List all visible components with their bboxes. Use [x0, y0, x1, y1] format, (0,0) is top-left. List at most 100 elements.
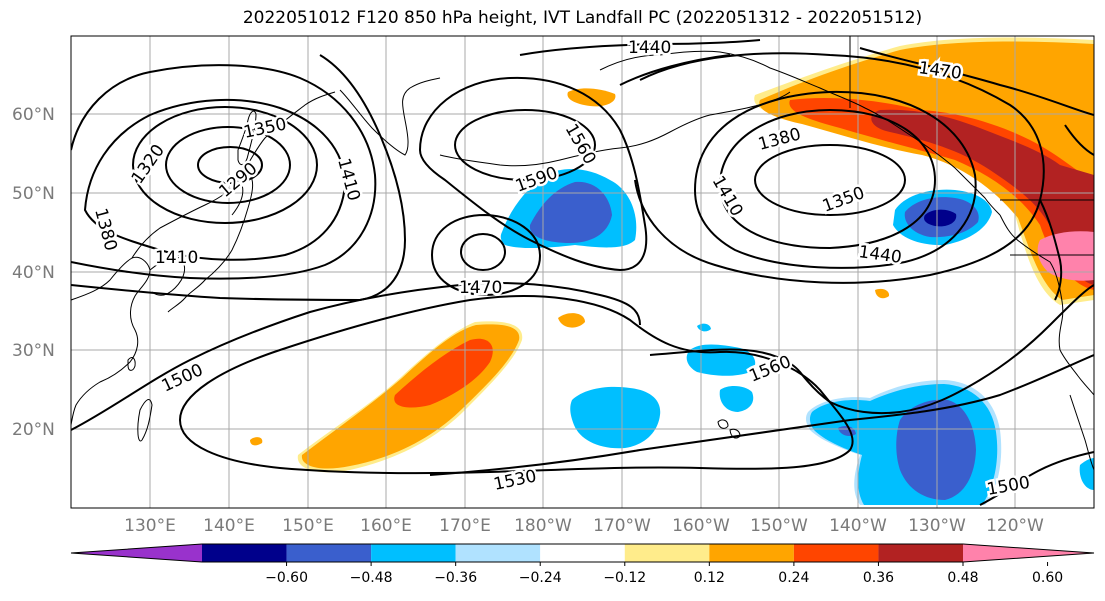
lat-label: 20°N: [12, 420, 55, 440]
colorbar-ticks: −0.60 −0.48 −0.36 −0.24 −0.12 0.12 0.24 0.36 0.4…: [265, 562, 1063, 586]
latitude-labels: 60°N 50°N 40°N 30°N 20°N: [12, 105, 55, 440]
ivt-positive-patch: [250, 437, 263, 446]
contour-1350-gulf: [754, 144, 906, 216]
ivt-positive-coast-max: [1037, 231, 1094, 281]
ivt-negative-central: [529, 181, 612, 243]
contour-1320: [165, 126, 291, 204]
coastline-aleutians: [439, 114, 711, 167]
colorbar-tick-label: 0.48: [947, 570, 978, 586]
colorbar-tick-label: 0.12: [694, 570, 725, 586]
contour-1470-low: [460, 233, 506, 271]
ivt-positive-patch: [875, 288, 890, 299]
ivt-negative-subtropical: [570, 386, 661, 449]
lon-label: 150°W: [750, 516, 808, 536]
map-frame: [70, 35, 1095, 509]
lon-label: 120°W: [986, 516, 1044, 536]
lon-label: 150°E: [282, 516, 334, 536]
colorbar-swatch: [540, 544, 625, 562]
ivt-positive-alaska-band: [871, 109, 1094, 285]
contour-1500-ring: [71, 282, 641, 431]
colorbar-swatch: [286, 544, 372, 562]
colorbar-swatch: [371, 544, 456, 562]
lon-label: 140°E: [203, 516, 255, 536]
graticule: [71, 36, 1094, 508]
colorbar: −0.60 −0.48 −0.36 −0.24 −0.12 0.12 0.24 0.36 0.4…: [70, 543, 1095, 586]
lat-label: 40°N: [12, 263, 55, 283]
colorbar-tick-label: 0.36: [863, 570, 894, 586]
coastline-bc: [999, 214, 1064, 351]
contour-1410-west: [71, 64, 377, 280]
colorbar-tick-label: −0.48: [350, 570, 393, 586]
contour-label: 1410: [155, 248, 198, 268]
colorbar-extend-high: [963, 544, 1094, 562]
colorbar-swatch: [455, 544, 541, 562]
ivt-negative-subtropical: [719, 386, 754, 412]
contour-1500-low: [430, 213, 542, 297]
contour-1470-coast: [1039, 124, 1094, 301]
lon-label: 170°E: [439, 516, 491, 536]
lon-label: 180°W: [514, 516, 572, 536]
colorbar-tick-label: −0.60: [265, 570, 308, 586]
contour-1290: [197, 146, 263, 184]
contour-1350: [132, 106, 318, 224]
lat-label: 30°N: [12, 341, 55, 361]
colorbar-swatch: [202, 544, 287, 562]
contour-1470-north: [619, 47, 1094, 116]
coastline-philippines: [137, 399, 153, 442]
ivt-positive-patch: [567, 88, 616, 107]
coastline-us-west: [1059, 349, 1094, 396]
lon-label: 160°E: [360, 516, 412, 536]
contour-1500-se: [979, 451, 1094, 506]
contour-1380-gulf: [718, 108, 937, 250]
lat-label: 50°N: [12, 184, 55, 204]
colorbar-swatch: [793, 544, 879, 562]
coastline-canada-border: [849, 36, 1094, 256]
coastline-kamchatka: [339, 77, 441, 156]
colorbar-swatches: [70, 543, 1095, 563]
colorbar-tick-label: −0.12: [603, 570, 646, 586]
coastline-baja: [1069, 394, 1094, 471]
contour-label: 1440: [628, 38, 671, 58]
coastline-russia-east: [131, 91, 336, 259]
ivt-negative-se-patch: [1079, 458, 1094, 490]
lat-label: 60°N: [12, 105, 55, 125]
contour-1380-west: [83, 98, 347, 261]
lon-label: 130°E: [124, 516, 176, 536]
lon-label: 170°W: [593, 516, 651, 536]
coastline-alaska: [599, 50, 1001, 216]
contour-1440-west: [71, 54, 407, 302]
colorbar-swatch: [624, 544, 710, 562]
colorbar-tick-label: 0.24: [778, 570, 809, 586]
coastline-asia: [71, 256, 151, 426]
contour-1530-ring: [178, 295, 854, 475]
ivt-positive-subtropical-core: [394, 338, 493, 408]
lon-label: 130°W: [908, 516, 966, 536]
colorbar-outline: [70, 543, 1095, 563]
lon-label: 140°W: [829, 516, 887, 536]
contour-1560-hawaii: [649, 284, 1094, 415]
coastlines: [71, 36, 1094, 471]
contour-1410-gulf: [693, 90, 977, 269]
colorbar-tick-label: 0.60: [1032, 570, 1063, 586]
ivt-positive-patch: [558, 313, 585, 328]
longitude-labels: 130°E 140°E 150°E 160°E 170°E 180°W 170°…: [124, 516, 1044, 536]
coastline-alaska-pen: [709, 91, 791, 116]
colorbar-swatch: [878, 544, 963, 562]
coastline-taiwan: [127, 357, 136, 371]
contour-1590: [454, 109, 596, 181]
map-title: 2022051012 F120 850 hPa height, IVT Land…: [242, 8, 923, 28]
ivt-negative-gulf-core: [924, 209, 957, 227]
colorbar-tick-label: −0.24: [519, 570, 562, 586]
contour-1440-north: [519, 39, 761, 56]
ivt-negative-se-core: [896, 399, 976, 500]
colorbar-tick-label: −0.36: [434, 570, 477, 586]
contour-label: 1470: [459, 278, 502, 298]
colorbar-extend-low: [71, 544, 202, 562]
colorbar-swatch: [709, 544, 794, 562]
contour-1560: [418, 76, 648, 272]
coastline-korea: [149, 256, 186, 296]
coastline-hawaii: [717, 419, 729, 429]
lon-label: 160°W: [672, 516, 730, 536]
contour-1530-se: [429, 354, 1094, 476]
